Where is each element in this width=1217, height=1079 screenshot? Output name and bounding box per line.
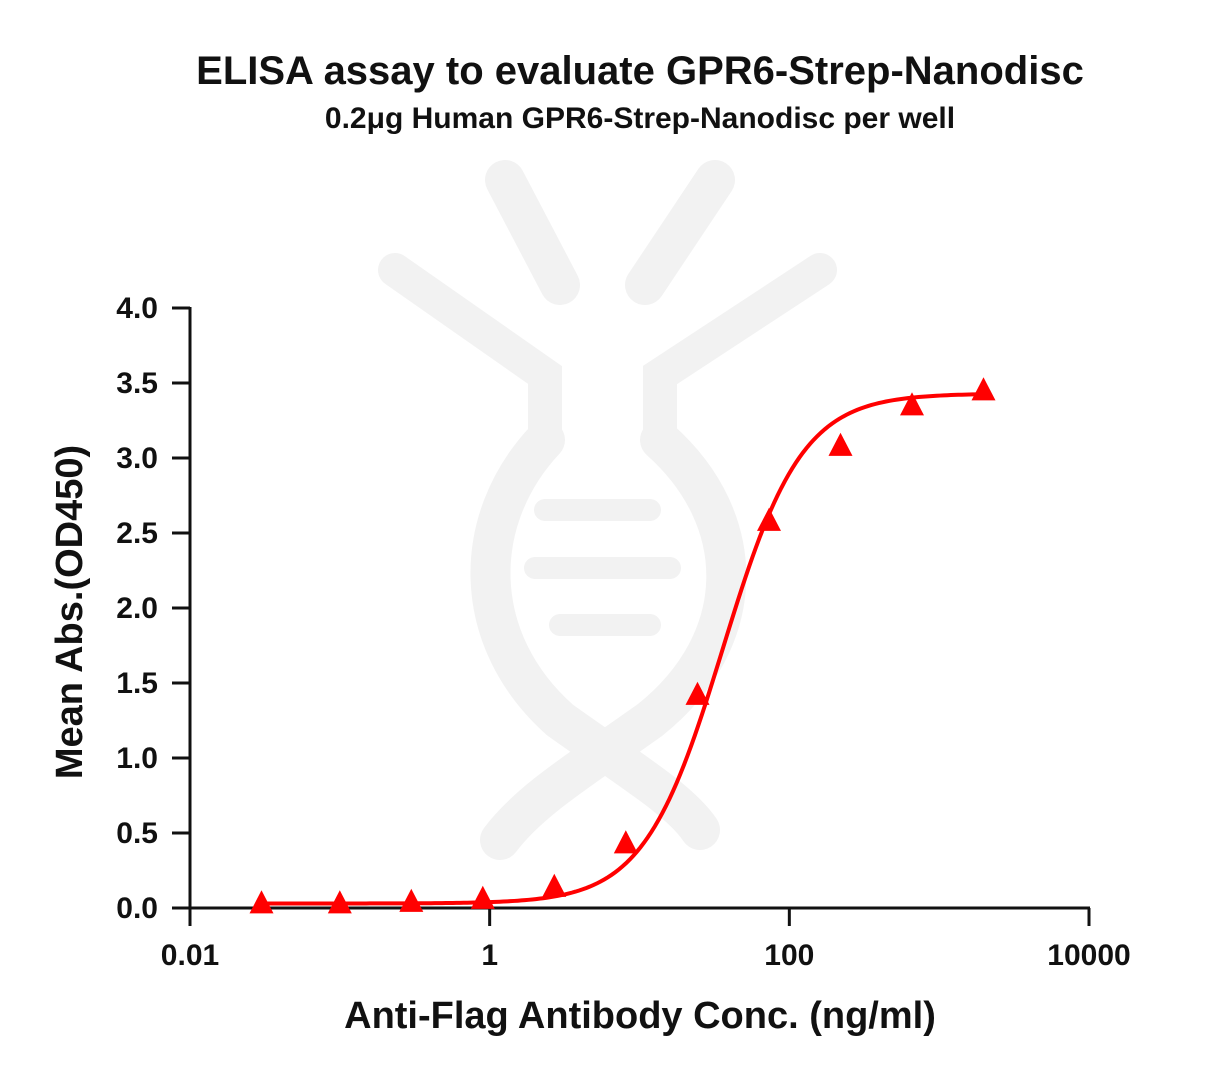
fit-curve-layer	[261, 392, 984, 906]
data-point-triangle	[399, 888, 424, 912]
x-axis-label: Anti-Flag Antibody Conc. (ng/ml)	[344, 995, 936, 1037]
chart-subtitle: 0.2μg Human GPR6-Strep-Nanodisc per well	[325, 102, 955, 135]
y-axis-label: Mean Abs.(OD450)	[49, 445, 91, 779]
data-point-triangle	[971, 377, 996, 401]
x-tick-label: 0.01	[161, 939, 219, 972]
data-point-triangle	[757, 507, 781, 531]
y-tick-label: 2.0	[116, 592, 158, 625]
tick-marks: 0.0 0.5 1.0 1.5 2.0 2.5 3.0 3.5 4.0 0.01 1 100 10000	[116, 292, 1130, 972]
y-tick-label: 3.5	[116, 367, 158, 400]
y-tick-label: 0.5	[116, 817, 158, 850]
data-point-triangle	[900, 392, 924, 416]
y-tick-label: 3.0	[116, 442, 158, 475]
x-tick-label: 1	[481, 939, 498, 972]
data-point-triangle	[249, 890, 274, 914]
data-point-triangle	[685, 681, 710, 705]
x-tick-label: 100	[764, 939, 814, 972]
y-tick-label: 0.0	[116, 892, 158, 925]
axes	[188, 307, 1090, 910]
data-point-triangle	[613, 830, 638, 854]
fit-curve	[261, 392, 984, 906]
data-point-triangle	[470, 885, 495, 909]
y-tick-label: 2.5	[116, 517, 158, 550]
data-point-triangle	[828, 432, 853, 456]
x-tick-label: 10000	[1047, 939, 1130, 972]
y-tick-label: 1.0	[116, 742, 158, 775]
data-point-triangle	[327, 890, 352, 914]
data-points	[249, 377, 996, 914]
chart-title: ELISA assay to evaluate GPR6-Strep-Nanod…	[196, 49, 1084, 93]
watermark-logo	[378, 160, 837, 860]
data-point-triangle	[542, 873, 567, 897]
y-tick-label: 4.0	[116, 292, 158, 325]
y-tick-label: 1.5	[116, 667, 158, 700]
